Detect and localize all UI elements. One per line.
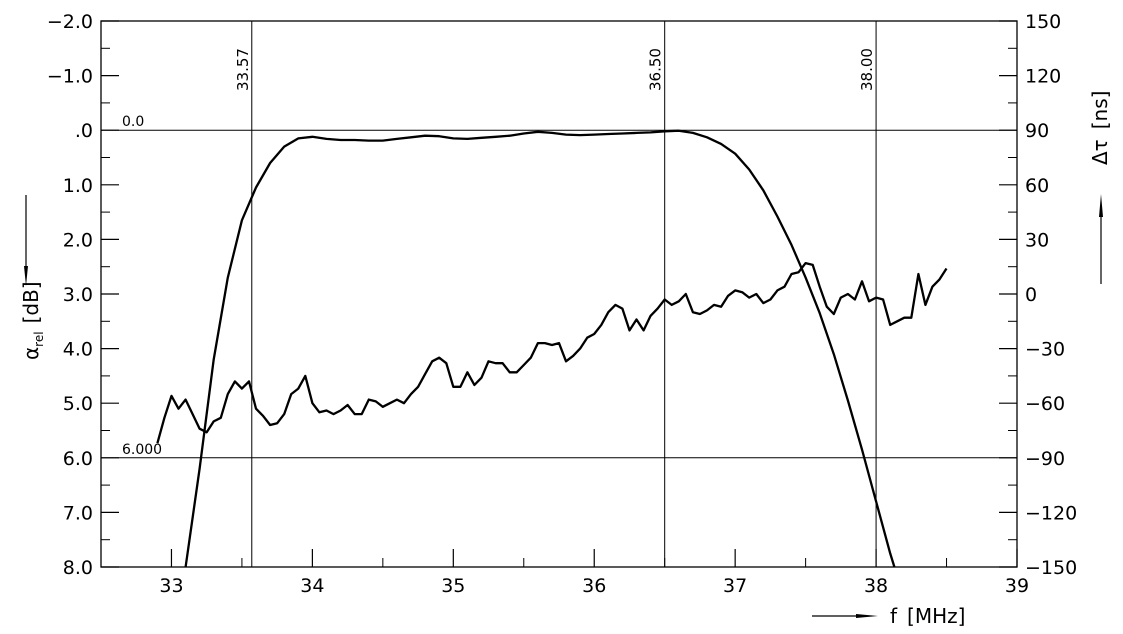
- right-axis-tick-label: −150: [1025, 557, 1077, 579]
- right-axis-tick-label: 30: [1025, 229, 1049, 251]
- right-axis-tick-label: 0: [1025, 284, 1037, 306]
- right-axis-symbol: Δτ: [1088, 139, 1112, 165]
- left-axis-tick-label: .0: [75, 120, 93, 142]
- left-axis-arrow-icon: [24, 195, 28, 286]
- series-layer: [156, 129, 948, 568]
- left-axis-symbol: α: [19, 347, 43, 360]
- left-axis-tick-label: 4.0: [63, 339, 93, 361]
- left-axis-title: αrel [dB]: [19, 281, 46, 360]
- plot-frame: [100, 20, 1018, 568]
- right-axis-tick-label: −60: [1025, 393, 1065, 415]
- svg-text:Δτ[ns]: Δτ [ns]: [1088, 91, 1112, 165]
- left-axis-tick-label: −2.0: [47, 11, 93, 33]
- svg-text:αrel[dB]: αrel [dB]: [19, 281, 46, 360]
- attenuation-series-line: [184, 129, 896, 568]
- left-axis-tick-label: 6.0: [63, 448, 93, 470]
- x-axis-tick-label: 33: [159, 575, 183, 597]
- left-axis-ticks: −2.0 −1.0 .0 1.0 2.0 3.0 4.0 5.0 6.0 7.0 8.0: [47, 11, 119, 579]
- right-axis-unit: [ns]: [1088, 91, 1112, 130]
- left-axis-unit: [dB]: [19, 281, 43, 323]
- x-axis-tick-label: 34: [300, 575, 324, 597]
- left-axis-tick-label: −1.0: [47, 66, 93, 88]
- x-axis-arrow-icon: [812, 614, 878, 618]
- left-axis-tick-label: 7.0: [63, 502, 93, 524]
- x-axis-tick-label: 37: [723, 575, 747, 597]
- left-axis-tick-label: 5.0: [63, 393, 93, 415]
- marker-label: 38.00: [858, 48, 876, 91]
- left-axis-tick-label: 2.0: [63, 229, 93, 251]
- left-axis-tick-label: 1.0: [63, 175, 93, 197]
- x-axis-title: f [MHz]: [890, 604, 965, 628]
- reference-line-label: 0.0: [122, 114, 144, 130]
- right-axis-tick-label: 60: [1025, 175, 1049, 197]
- x-axis-tick-label: 38: [864, 575, 888, 597]
- marker-label: 33.57: [234, 48, 252, 91]
- x-axis-unit: [MHz]: [907, 604, 965, 628]
- group-delay-series-line: [156, 261, 948, 444]
- x-axis-tick-label: 39: [1005, 575, 1029, 597]
- reference-line-label: 6.000: [122, 442, 162, 458]
- right-axis-title: Δτ [ns]: [1088, 91, 1112, 165]
- right-axis-tick-label: −120: [1025, 502, 1077, 524]
- marker-label: 36.50: [647, 48, 665, 91]
- right-axis-tick-label: −30: [1025, 339, 1065, 361]
- x-axis-symbol: f: [890, 604, 898, 628]
- right-axis-ticks: 150 120 90 60 30 0 −30 −60 −90 −120 −150: [999, 11, 1077, 579]
- x-axis-ticks: 33 34 35 36 37 38 39: [100, 549, 1029, 597]
- left-axis-tick-label: 3.0: [63, 284, 93, 306]
- right-axis-tick-label: −90: [1025, 448, 1065, 470]
- x-axis-tick-label: 36: [582, 575, 606, 597]
- frequency-markers: 33.57 36.50 38.00: [234, 21, 877, 567]
- left-axis-subscript: rel: [32, 331, 46, 346]
- left-axis-tick-label: 8.0: [63, 557, 93, 579]
- reference-lines: 0.0 6.000: [101, 114, 1017, 459]
- right-axis-tick-label: 120: [1025, 66, 1061, 88]
- x-axis-tick-label: 35: [441, 575, 465, 597]
- right-axis-tick-label: 90: [1025, 120, 1049, 142]
- right-axis-arrow-icon: [1099, 194, 1103, 284]
- right-axis-tick-label: 150: [1025, 11, 1061, 33]
